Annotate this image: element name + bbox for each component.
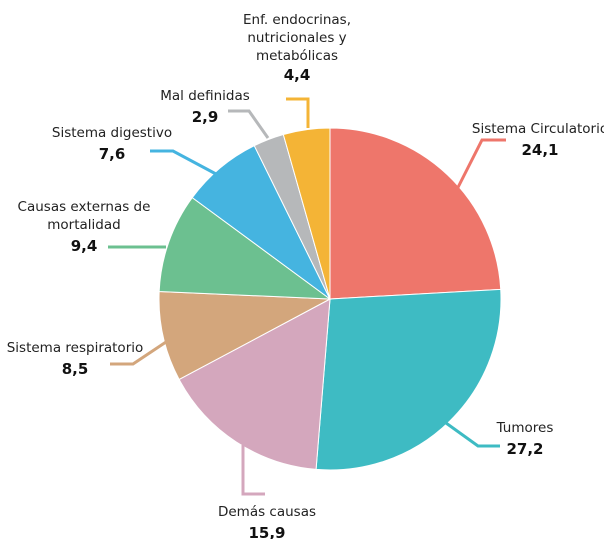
pie-slice <box>329 127 502 300</box>
leader-line <box>445 421 500 448</box>
slice-label: Sistema respiratorio <box>7 340 144 356</box>
slice-value: 2,9 <box>192 108 219 126</box>
slice-value: 4,4 <box>284 66 311 84</box>
slice-label: Enf. endocrinas, <box>243 12 351 28</box>
slice-label: Mal definidas <box>160 88 250 104</box>
leader-line <box>286 97 310 128</box>
leader-lines <box>108 97 506 496</box>
slice-label: metabólicas <box>256 48 338 64</box>
slice-label: Sistema Circulatorio <box>472 121 604 137</box>
leader-line <box>443 138 506 214</box>
pie-slices <box>158 127 502 471</box>
slice-label: Sistema digestivo <box>52 125 172 141</box>
slice-value: 7,6 <box>99 145 126 163</box>
pie-slice <box>158 196 332 300</box>
slice-value: 15,9 <box>248 524 285 539</box>
slice-label: nutricionales y <box>247 30 346 46</box>
slice-label: Demás causas <box>218 504 316 520</box>
leader-line <box>228 109 270 139</box>
pie-slice <box>282 127 331 300</box>
leader-line <box>110 340 167 366</box>
pie-slice <box>158 290 332 381</box>
leader-line <box>241 445 265 496</box>
slice-value: 24,1 <box>521 141 558 159</box>
leader-line <box>150 149 217 176</box>
pie-slice <box>315 288 502 471</box>
slice-label: Tumores <box>496 420 554 436</box>
slice-value: 27,2 <box>506 440 543 458</box>
slice-label: Causas externas de <box>18 199 151 215</box>
slice-value: 9,4 <box>71 237 98 255</box>
slice-labels: Sistema Circulatorio 24,1 Tumores 27,2 Demás… <box>7 12 604 539</box>
slice-value: 8,5 <box>62 360 89 378</box>
slice-label: mortalidad <box>47 217 120 233</box>
pie-slice <box>178 298 331 470</box>
